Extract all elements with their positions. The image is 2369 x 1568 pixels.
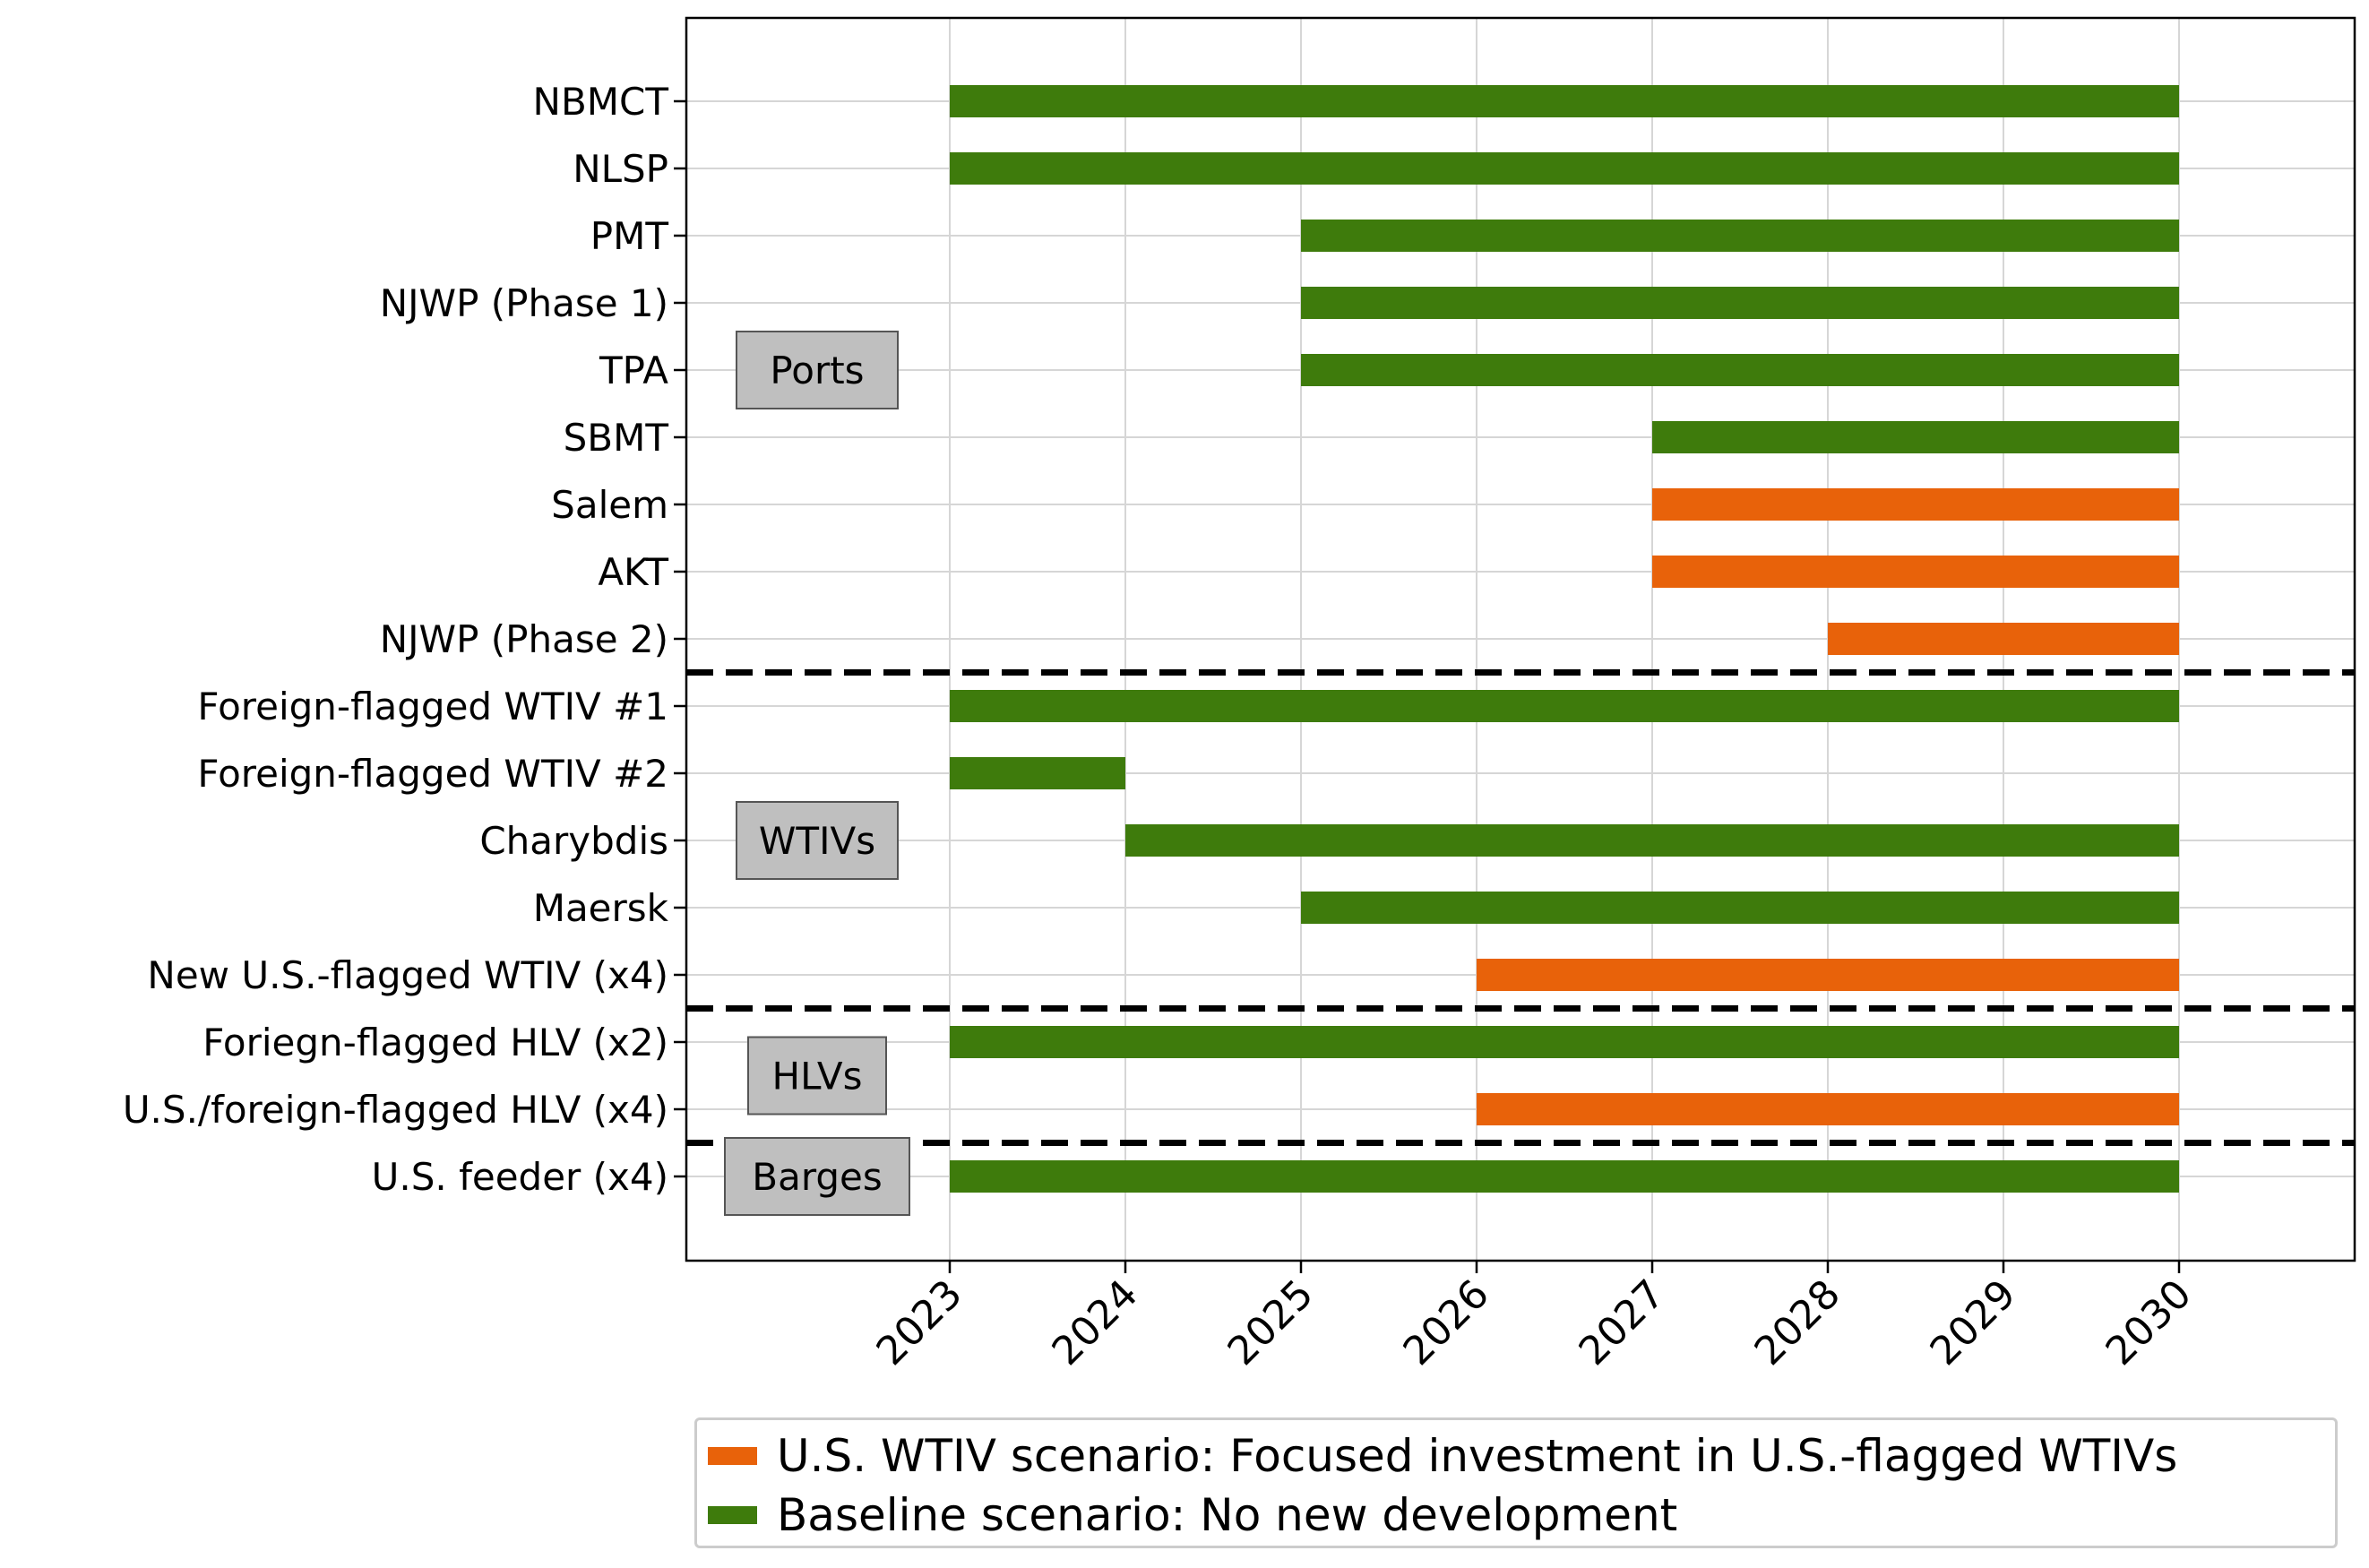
legend-item-us-wtiv: U.S. WTIV scenario: Focused investment i… xyxy=(708,1429,2177,1483)
x-tick-label-2029: 2029 xyxy=(1922,1271,2025,1374)
bar-us_wtiv xyxy=(1477,1093,2179,1125)
group-label-box xyxy=(747,1036,887,1116)
group-label-box xyxy=(736,331,899,409)
legend-label-baseline: Baseline scenario: No new development xyxy=(777,1489,1678,1541)
y-tick-label: Foriegn-flagged HLV (x2) xyxy=(202,1021,668,1064)
bar-baseline xyxy=(950,85,2179,117)
group-separators xyxy=(686,669,2355,1146)
group-label: Ports xyxy=(770,349,864,392)
y-tick-label: PMT xyxy=(590,214,669,258)
bar-us_wtiv xyxy=(1652,488,2179,521)
bar-baseline xyxy=(950,1026,2179,1058)
legend-item-baseline: Baseline scenario: No new development xyxy=(708,1488,1677,1542)
legend-swatch-us-wtiv xyxy=(708,1447,757,1465)
y-tick-label: New U.S.-flagged WTIV (x4) xyxy=(147,953,668,997)
y-tick-label: NBMCT xyxy=(533,80,669,124)
x-tick-label-2030: 2030 xyxy=(2098,1271,2201,1374)
x-tick-label-2025: 2025 xyxy=(1219,1271,1322,1374)
y-tick-label: NJWP (Phase 2) xyxy=(380,617,668,661)
gantt-chart: Ports WTIVs HLVs Barges NBMCT NLSP PMT NJWP (P… xyxy=(123,16,2356,1374)
group-label: HLVs xyxy=(772,1055,863,1098)
group-label: WTIVs xyxy=(759,819,875,863)
y-tick-label: SBMT xyxy=(564,416,669,460)
bar-baseline xyxy=(1301,892,2179,924)
x-tick-label-2023: 2023 xyxy=(868,1271,971,1374)
bar-baseline xyxy=(1301,354,2179,386)
y-tick-label: Salem xyxy=(551,483,668,527)
x-tick-label-2024: 2024 xyxy=(1044,1271,1147,1374)
bar-us_wtiv xyxy=(1477,959,2179,991)
x-tick-label-2026: 2026 xyxy=(1395,1271,1498,1374)
y-tick-label: U.S. feeder (x4) xyxy=(372,1155,668,1199)
y-tick-label: Charybdis xyxy=(479,819,668,863)
bar-baseline xyxy=(1652,421,2179,453)
group-label-box xyxy=(736,801,899,880)
y-tick-label: NJWP (Phase 1) xyxy=(380,281,668,325)
group-label-box xyxy=(724,1137,910,1216)
bar-baseline xyxy=(950,690,2179,722)
bar-baseline xyxy=(950,1160,2179,1193)
legend: U.S. WTIV scenario: Focused investment i… xyxy=(694,1417,2338,1548)
y-tick-label: Foreign-flagged WTIV #2 xyxy=(197,752,668,796)
y-tick-label: NLSP xyxy=(573,147,668,191)
bar-us_wtiv xyxy=(1828,623,2179,655)
bar-baseline xyxy=(1301,287,2179,319)
bar-baseline xyxy=(1125,824,2179,857)
y-axis-labels: NBMCT NLSP PMT NJWP (Phase 1) TPA SBMT Salem AK… xyxy=(123,80,686,1199)
x-axis-ticks: 2023 2024 2025 2026 2027 2028 2029 2030 xyxy=(868,1261,2201,1374)
group-label: Barges xyxy=(752,1155,882,1199)
bar-us_wtiv xyxy=(1652,556,2179,588)
y-tick-label: U.S./foreign-flagged HLV (x4) xyxy=(123,1088,668,1132)
bar-baseline xyxy=(950,152,2179,185)
y-tick-label: Foreign-flagged WTIV #1 xyxy=(197,685,668,728)
y-tick-label: AKT xyxy=(598,550,668,594)
x-tick-label-2028: 2028 xyxy=(1746,1271,1849,1374)
y-tick-label: TPA xyxy=(599,349,668,392)
bar-baseline xyxy=(950,757,1125,789)
group-labels: Ports WTIVs HLVs Barges xyxy=(724,331,910,1216)
y-tick-label: Maersk xyxy=(533,886,669,930)
x-tick-label-2027: 2027 xyxy=(1571,1271,1674,1374)
legend-label-us-wtiv: U.S. WTIV scenario: Focused investment i… xyxy=(777,1430,2178,1482)
legend-swatch-baseline xyxy=(708,1506,757,1524)
bars xyxy=(950,85,2179,1193)
bar-baseline xyxy=(1301,220,2179,252)
